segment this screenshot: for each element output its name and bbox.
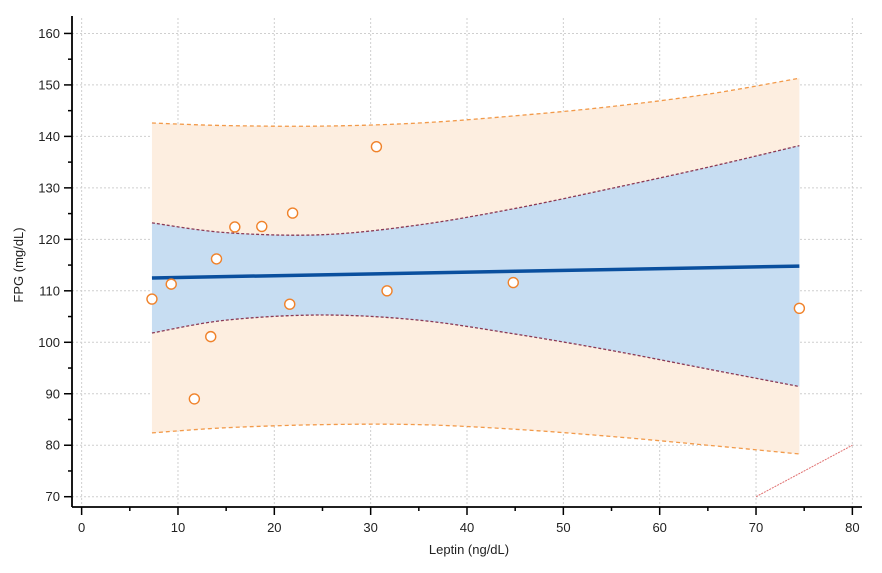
confidence-upper-line bbox=[151, 145, 800, 236]
y-tick-label: 130 bbox=[38, 180, 60, 195]
data-point bbox=[286, 207, 299, 219]
confidence-band-fill bbox=[151, 145, 800, 387]
data-point bbox=[256, 220, 268, 233]
reference-line bbox=[755, 444, 853, 498]
x-tick-label: 40 bbox=[460, 520, 474, 535]
bands bbox=[151, 77, 800, 455]
y-tick-label: 110 bbox=[39, 283, 60, 298]
y-tick-label: 160 bbox=[38, 26, 60, 41]
data-point bbox=[188, 393, 201, 405]
data-point bbox=[381, 285, 393, 297]
data-point bbox=[793, 302, 806, 315]
confidence-lower-line bbox=[151, 314, 800, 388]
x-tick-label: 80 bbox=[845, 520, 859, 535]
y-tick-label: 100 bbox=[38, 335, 60, 350]
x-tick-label: 60 bbox=[652, 520, 666, 535]
x-tick-label: 20 bbox=[267, 520, 281, 535]
data-point bbox=[205, 330, 217, 343]
y-tick-label: 120 bbox=[38, 232, 60, 247]
x-tick-label: 50 bbox=[556, 520, 570, 535]
data-point bbox=[146, 293, 158, 305]
regression-line bbox=[151, 264, 800, 280]
y-tick-label: 90 bbox=[46, 386, 60, 401]
y-axis-label: FPG (mg/dL) bbox=[11, 227, 26, 302]
prediction-upper-line bbox=[151, 77, 800, 127]
y-tick-label: 80 bbox=[46, 438, 60, 453]
points-layer bbox=[146, 140, 806, 405]
x-tick-label: 10 bbox=[171, 520, 185, 535]
x-tick-label: 70 bbox=[749, 520, 763, 535]
reference-lines bbox=[755, 444, 853, 498]
prediction-lower-line bbox=[151, 423, 800, 455]
x-tick-label: 30 bbox=[363, 520, 377, 535]
y-tick-label: 150 bbox=[38, 77, 60, 92]
axes: 0 10 20 30 40 50 60 70 80 70 80 90 100 110 120 130 140 15… bbox=[38, 16, 862, 535]
data-point bbox=[210, 253, 223, 265]
data-point bbox=[229, 221, 241, 233]
y-tick-label: 70 bbox=[46, 489, 60, 504]
data-point bbox=[284, 298, 296, 310]
x-tick-label: 0 bbox=[78, 520, 85, 535]
data-point bbox=[370, 140, 383, 153]
data-point bbox=[507, 276, 519, 289]
regression-layer bbox=[151, 264, 800, 280]
data-point bbox=[165, 278, 177, 290]
y-tick-label: 140 bbox=[38, 129, 60, 144]
x-axis-label: Leptin (ng/dL) bbox=[429, 542, 509, 557]
